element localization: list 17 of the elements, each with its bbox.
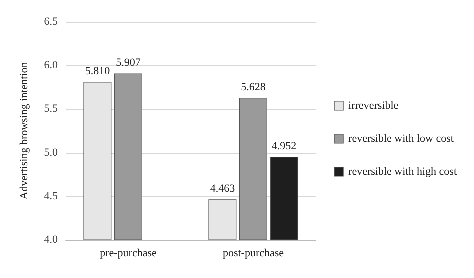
data-label: 5.810	[85, 66, 111, 78]
data-label: 5.907	[116, 57, 142, 70]
legend-label: reversible with high cost	[348, 166, 458, 178]
data-label: 4.463	[210, 183, 236, 196]
x-tick-label: pre-purchase	[100, 248, 158, 260]
y-tick-label: 4.0	[44, 234, 58, 246]
y-tick-label: 5.5	[44, 103, 58, 116]
y-axis-title: Advertising browsing intention	[18, 62, 30, 200]
y-tick-label: 5.0	[44, 146, 58, 159]
y-tick-label: 6.5	[44, 16, 58, 28]
data-label: 4.952	[272, 140, 297, 152]
data-label: 5.628	[241, 82, 266, 94]
legend-label: irreversible	[348, 100, 399, 112]
legend-label: reversible with low cost	[348, 133, 454, 145]
y-tick-label: 4.5	[44, 190, 58, 202]
x-tick-label: post-purchase	[222, 248, 284, 260]
y-tick-label: 6.0	[44, 60, 58, 72]
